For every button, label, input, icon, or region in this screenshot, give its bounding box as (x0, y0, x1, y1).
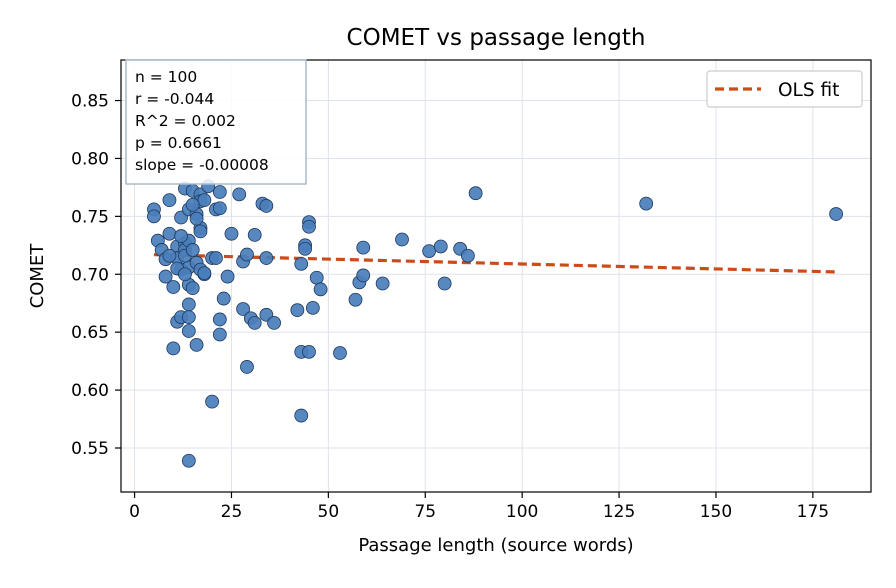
data-point (333, 346, 347, 360)
data-point (185, 197, 200, 212)
data-point (422, 244, 437, 258)
data-point (433, 239, 448, 254)
chart-title: COMET vs passage length (347, 25, 646, 51)
data-point (290, 303, 305, 318)
x-tick-label: 175 (797, 502, 829, 522)
data-point (212, 185, 227, 199)
data-point (236, 302, 250, 316)
data-point (313, 282, 328, 297)
data-point (220, 269, 235, 284)
y-tick-label: 0.70 (71, 265, 109, 285)
data-point (162, 248, 177, 263)
data-point (212, 201, 227, 216)
data-point (162, 193, 177, 208)
data-point (247, 316, 262, 330)
x-tick-label: 150 (700, 502, 732, 522)
data-point (348, 292, 363, 307)
data-point (189, 211, 204, 226)
data-point (437, 276, 452, 291)
data-point (356, 268, 371, 283)
data-point (209, 251, 223, 265)
data-point (395, 232, 409, 247)
x-tick-label: 75 (414, 502, 436, 522)
data-points (147, 179, 844, 468)
data-point (375, 276, 390, 291)
data-point (639, 196, 654, 211)
ols-fit-line (153, 253, 837, 274)
fit-line-path (153, 253, 837, 274)
y-tick-label: 0.75 (71, 207, 109, 227)
data-point (216, 291, 231, 306)
x-axis-ticks: 0 25 50 75 100 125 150 175 (129, 492, 829, 522)
stats-box-frame (125, 59, 307, 185)
data-point (193, 224, 208, 239)
legend-frame (706, 70, 863, 108)
data-point (212, 312, 227, 327)
data-point (212, 327, 227, 342)
data-point (197, 266, 212, 281)
data-point (309, 270, 324, 285)
data-point (298, 241, 313, 256)
data-point (181, 310, 196, 325)
y-tick-label: 0.80 (71, 149, 109, 169)
data-point (302, 344, 316, 359)
y-axis-label: COMET (27, 243, 48, 309)
data-point (158, 269, 173, 284)
x-tick-label: 100 (506, 502, 538, 522)
plot-frame (120, 59, 872, 493)
data-point (181, 453, 196, 468)
data-point (232, 187, 247, 202)
x-tick-label: 0 (129, 502, 140, 522)
data-point (185, 243, 200, 257)
data-point (240, 247, 254, 262)
data-point (147, 209, 161, 224)
y-tick-label: 0.85 (71, 92, 109, 112)
data-point (205, 394, 219, 409)
data-point (267, 316, 282, 330)
data-point (189, 338, 204, 352)
x-tick-label: 125 (603, 502, 635, 522)
stats-slope: slope = -0.00008 (135, 156, 269, 174)
y-axis-ticks: 0.55 0.60 0.65 0.70 0.75 0.80 0.85 (71, 92, 121, 459)
legend-fit-label: OLS fit (778, 80, 839, 101)
data-point (460, 248, 475, 263)
data-point (356, 240, 371, 255)
legend: OLS fit (706, 70, 863, 108)
data-point (224, 226, 239, 241)
data-point (240, 360, 254, 374)
data-point (181, 324, 196, 338)
data-point (829, 207, 844, 221)
data-point (181, 297, 196, 312)
data-point (305, 300, 320, 315)
y-tick-label: 0.60 (71, 381, 109, 401)
y-tick-label: 0.55 (71, 439, 109, 459)
stats-r: r = -0.044 (135, 90, 214, 108)
x-tick-label: 25 (221, 502, 243, 522)
data-point (162, 226, 177, 241)
data-point (302, 219, 316, 234)
stats-r2: R^2 = 0.002 (135, 112, 236, 130)
grid (121, 60, 871, 492)
data-point (247, 227, 262, 242)
y-tick-label: 0.65 (71, 323, 109, 343)
stats-box: n = 100 r = -0.044 R^2 = 0.002 p = 0.666… (125, 59, 307, 185)
data-point (185, 281, 200, 296)
x-tick-label: 50 (318, 502, 340, 522)
stats-n: n = 100 (135, 68, 197, 86)
data-point (166, 341, 181, 356)
stats-p: p = 0.6661 (135, 134, 222, 152)
data-point (259, 199, 274, 213)
data-point (468, 186, 483, 201)
data-point (174, 229, 188, 243)
data-point (294, 408, 309, 423)
data-point (259, 251, 274, 265)
data-point (166, 280, 181, 294)
data-point (294, 256, 309, 271)
x-axis-label: Passage length (source words) (358, 535, 633, 556)
data-point (197, 193, 212, 208)
data-point (178, 267, 192, 282)
